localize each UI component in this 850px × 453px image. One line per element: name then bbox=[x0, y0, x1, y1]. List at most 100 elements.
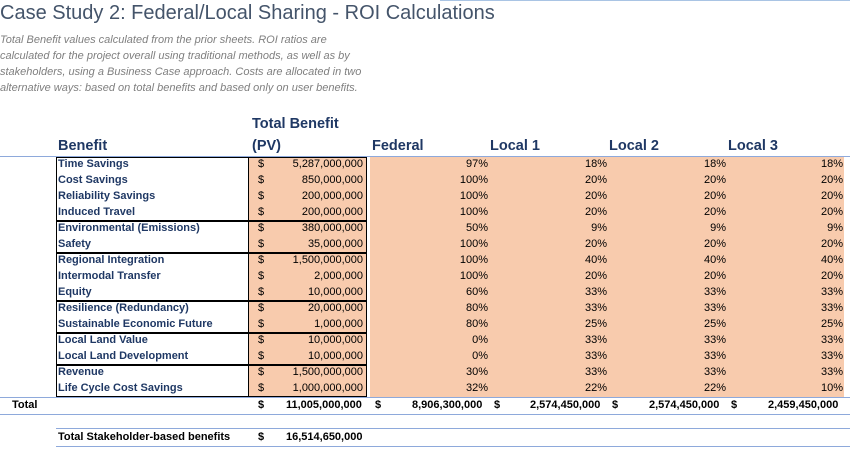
header-local1: Local 1 bbox=[490, 138, 540, 154]
table-row: Regional Integration $1,500,000,000 100% 40… bbox=[0, 253, 850, 269]
share-local3: 40% bbox=[820, 254, 843, 266]
header-local2: Local 2 bbox=[609, 138, 659, 154]
currency-symbol: $ bbox=[258, 382, 265, 394]
currency-symbol: $ bbox=[258, 334, 265, 346]
share-local2: 20% bbox=[703, 270, 726, 282]
share-federal: 80% bbox=[465, 302, 488, 314]
share-federal: 100% bbox=[459, 270, 488, 282]
share-federal: 30% bbox=[465, 366, 488, 378]
share-local1: 18% bbox=[584, 158, 607, 170]
share-federal: 50% bbox=[465, 222, 488, 234]
benefit-amount: 1,000,000,000 bbox=[292, 382, 363, 394]
share-local1: 33% bbox=[584, 350, 607, 362]
stakeholder-bottom-rule bbox=[56, 446, 850, 447]
table-row: Induced Travel $200,000,000 100% 20% 20% 20% bbox=[0, 205, 850, 221]
group-box bbox=[249, 157, 367, 221]
benefit-label: Time Savings bbox=[58, 158, 129, 170]
currency-symbol: $ bbox=[258, 399, 265, 411]
header-total-benefit-pv: (PV) bbox=[252, 138, 281, 154]
benefit-amount: 1,500,000,000 bbox=[292, 254, 363, 266]
share-local1: 25% bbox=[584, 318, 607, 330]
share-local1: 33% bbox=[584, 286, 607, 298]
currency-symbol: $ bbox=[612, 399, 619, 411]
benefit-amount: 380,000,000 bbox=[301, 222, 363, 234]
group-box bbox=[249, 365, 367, 397]
share-local3: 25% bbox=[820, 318, 843, 330]
total-local3: 2,459,450,000 bbox=[768, 399, 839, 411]
currency-symbol: $ bbox=[258, 350, 265, 362]
benefit-amount: 1,000,000 bbox=[314, 318, 363, 330]
benefit-label: Cost Savings bbox=[58, 174, 128, 186]
total-bottom-rule bbox=[0, 414, 850, 415]
benefit-amount: 200,000,000 bbox=[301, 190, 363, 202]
share-local1: 33% bbox=[584, 334, 607, 346]
benefit-label: Local Land Development bbox=[58, 350, 189, 362]
allocation-area bbox=[370, 157, 844, 397]
stakeholder-top-rule bbox=[56, 428, 850, 429]
share-federal: 32% bbox=[465, 382, 488, 394]
currency-symbol: $ bbox=[731, 399, 738, 411]
benefit-label: Sustainable Economic Future bbox=[58, 318, 213, 330]
benefit-amount: 20,000,000 bbox=[307, 302, 363, 314]
share-local1: 33% bbox=[584, 366, 607, 378]
table-row: Intermodal Transfer $2,000,000 100% 20% 20% 2… bbox=[0, 269, 850, 285]
table-row: Cost Savings $850,000,000 100% 20% 20% 20% bbox=[0, 173, 850, 189]
benefit-amount: 200,000,000 bbox=[301, 206, 363, 218]
benefit-label: Equity bbox=[58, 286, 92, 298]
benefit-amount: 850,000,000 bbox=[301, 174, 363, 186]
share-local2: 33% bbox=[703, 334, 726, 346]
share-federal: 80% bbox=[465, 318, 488, 330]
benefit-label: Induced Travel bbox=[58, 206, 136, 218]
share-local2: 25% bbox=[703, 318, 726, 330]
currency-symbol: $ bbox=[258, 206, 265, 218]
share-local3: 20% bbox=[820, 238, 843, 250]
share-local1: 20% bbox=[584, 174, 607, 186]
group-box bbox=[56, 365, 249, 397]
header-rule bbox=[0, 156, 850, 157]
share-local2: 20% bbox=[703, 206, 726, 218]
benefit-label: Local Land Value bbox=[58, 334, 148, 346]
group-box bbox=[56, 221, 249, 253]
share-local1: 20% bbox=[584, 190, 607, 202]
share-local3: 20% bbox=[820, 174, 843, 186]
share-local2: 33% bbox=[703, 286, 726, 298]
share-local2: 33% bbox=[703, 350, 726, 362]
share-federal: 100% bbox=[459, 174, 488, 186]
currency-symbol: $ bbox=[258, 431, 265, 443]
share-local1: 20% bbox=[584, 206, 607, 218]
table-row: Local Land Development $10,000,000 0% 33% 33… bbox=[0, 349, 850, 365]
currency-symbol: $ bbox=[258, 286, 265, 298]
benefit-amount: 10,000,000 bbox=[307, 334, 363, 346]
group-box bbox=[56, 333, 249, 365]
description: Total Benefit values calculated from the… bbox=[0, 32, 380, 96]
benefit-amount: 10,000,000 bbox=[307, 350, 363, 362]
share-local1: 40% bbox=[584, 254, 607, 266]
page-title: Case Study 2: Federal/Local Sharing - RO… bbox=[0, 2, 495, 24]
group-box bbox=[56, 157, 249, 221]
benefit-amount: 1,500,000,000 bbox=[292, 366, 363, 378]
description-line: calculated for the project overall using… bbox=[0, 50, 350, 62]
header-benefit: Benefit bbox=[58, 138, 108, 154]
benefit-amount: 2,000,000 bbox=[314, 270, 363, 282]
stakeholder-amount: 16,514,650,000 bbox=[286, 431, 363, 443]
total-row: Total $ 11,005,000,000 $ 8,906,300,000 $… bbox=[0, 398, 850, 414]
group-box bbox=[249, 333, 367, 365]
table-row: Equity $10,000,000 60% 33% 33% 33% bbox=[0, 285, 850, 301]
currency-symbol: $ bbox=[258, 270, 265, 282]
benefit-amount: 10,000,000 bbox=[307, 286, 363, 298]
total-top-rule bbox=[0, 397, 850, 398]
benefit-label: Safety bbox=[58, 238, 92, 250]
share-local2: 9% bbox=[710, 222, 726, 234]
currency-symbol: $ bbox=[494, 399, 501, 411]
share-local3: 20% bbox=[820, 206, 843, 218]
currency-symbol: $ bbox=[258, 318, 265, 330]
benefit-label: Regional Integration bbox=[58, 254, 165, 266]
share-federal: 0% bbox=[472, 350, 488, 362]
group-box bbox=[249, 221, 367, 253]
description-line: alternative ways: based on total benefit… bbox=[0, 82, 358, 94]
table-row: Safety $35,000,000 100% 20% 20% 20% bbox=[0, 237, 850, 253]
share-local1: 20% bbox=[584, 238, 607, 250]
share-local2: 22% bbox=[703, 382, 726, 394]
table-row: Reliability Savings $200,000,000 100% 20% 20… bbox=[0, 189, 850, 205]
total-local1: 2,574,450,000 bbox=[530, 399, 601, 411]
